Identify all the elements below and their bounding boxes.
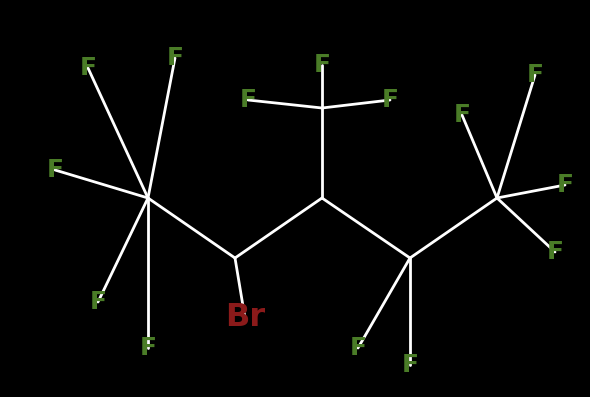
Text: F: F xyxy=(402,353,418,377)
Text: F: F xyxy=(80,56,97,80)
Text: F: F xyxy=(349,336,366,360)
Text: F: F xyxy=(546,240,563,264)
Text: F: F xyxy=(382,88,398,112)
Text: F: F xyxy=(313,53,330,77)
Text: F: F xyxy=(454,103,470,127)
Text: F: F xyxy=(556,173,573,197)
Text: F: F xyxy=(139,336,156,360)
Text: F: F xyxy=(240,88,257,112)
Text: F: F xyxy=(166,46,183,70)
Text: F: F xyxy=(90,290,107,314)
Text: F: F xyxy=(47,158,64,182)
Text: F: F xyxy=(526,63,543,87)
Text: Br: Br xyxy=(225,303,265,333)
